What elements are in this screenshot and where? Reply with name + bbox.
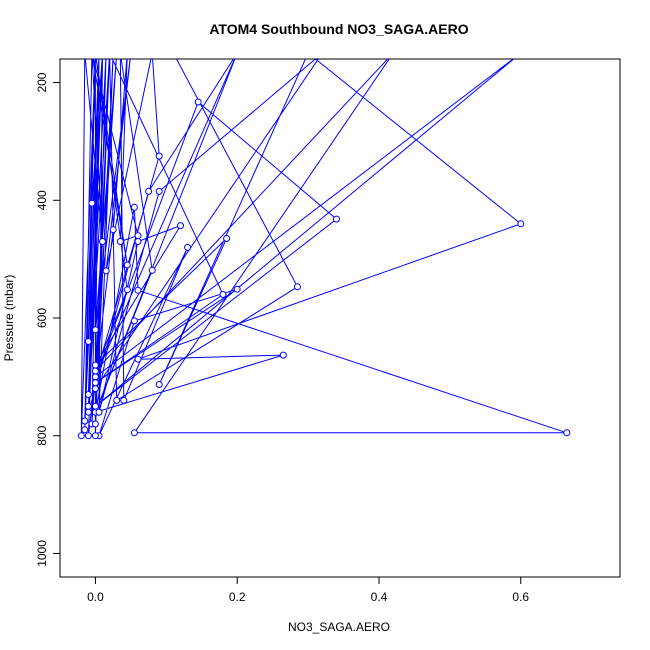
data-point: [219, 291, 227, 298]
data-point: [91, 367, 99, 375]
data-point: [100, 50, 106, 56]
data-point: [88, 199, 96, 207]
data-point: [92, 50, 98, 56]
data-point: [155, 187, 163, 195]
data-point: [84, 391, 92, 398]
data-point: [517, 220, 525, 228]
data-point: [390, 50, 396, 56]
data-point: [130, 317, 138, 325]
series-layer: [77, 50, 571, 440]
data-point: [177, 222, 184, 230]
chart-title: ATOM4 Southbound NO3_SAGA.AERO: [209, 21, 468, 37]
y-axis-label: Pressure (mbar): [2, 275, 16, 362]
data-point: [91, 385, 99, 393]
data-point: [305, 50, 311, 56]
data-point: [113, 396, 121, 404]
data-point: [294, 283, 301, 291]
y-tick-label: 200: [35, 72, 49, 92]
data-point: [117, 50, 123, 56]
data-point: [107, 50, 113, 56]
data-point: [91, 326, 99, 334]
data-point: [234, 50, 240, 56]
data-point: [89, 50, 95, 56]
data-point: [130, 203, 138, 211]
data-point: [92, 50, 98, 56]
data-point: [102, 267, 110, 275]
data-point: [96, 50, 102, 56]
data-point: [134, 238, 142, 245]
x-tick-label: 0.4: [371, 590, 388, 604]
data-point: [107, 50, 113, 56]
data-point: [84, 408, 92, 416]
data-point: [234, 50, 240, 56]
data-point: [81, 426, 89, 434]
data-point: [194, 98, 202, 106]
x-tick-label: 0.6: [512, 590, 529, 604]
data-point: [77, 432, 85, 440]
data-point: [100, 50, 106, 56]
data-point: [89, 50, 95, 56]
data-point: [91, 361, 99, 369]
data-point: [134, 355, 142, 363]
data-point: [100, 50, 106, 56]
data-point: [319, 50, 325, 56]
data-point: [563, 429, 571, 437]
data-point: [123, 286, 131, 294]
data-point: [116, 238, 124, 245]
data-point: [148, 266, 156, 274]
data-point: [145, 187, 153, 195]
data-point: [95, 408, 103, 416]
y-tick-label: 1000: [35, 540, 49, 567]
y-axis: 200 400 600 800 1000: [35, 72, 60, 567]
x-axis: 0.0 0.2 0.4 0.6: [87, 577, 529, 604]
data-point: [155, 152, 163, 160]
data-point: [170, 50, 176, 56]
data-point: [134, 286, 142, 294]
data-point: [149, 50, 155, 56]
data-point: [84, 338, 92, 345]
data-point: [91, 432, 99, 440]
data-point: [134, 232, 142, 240]
data-point: [91, 379, 99, 387]
data-point: [279, 351, 287, 359]
data-point: [130, 429, 138, 437]
data-point: [84, 402, 92, 410]
data-point: [155, 381, 163, 388]
data-point: [82, 50, 88, 56]
data-point: [96, 50, 102, 56]
data-point: [84, 432, 92, 440]
y-tick-label: 400: [35, 190, 49, 210]
x-axis-label: NO3_SAGA.AERO: [288, 620, 390, 634]
data-point: [333, 215, 340, 223]
data-point: [114, 50, 120, 56]
data-point: [91, 420, 99, 428]
series-line: [80, 59, 567, 436]
data-point: [124, 50, 130, 56]
y-tick-label: 600: [35, 308, 49, 328]
data-point: [91, 402, 99, 410]
data-point: [123, 261, 131, 269]
data-point: [81, 417, 89, 425]
x-tick-label: 0.0: [87, 590, 104, 604]
x-tick-label: 0.2: [229, 590, 246, 604]
y-tick-label: 800: [35, 425, 49, 445]
data-point: [99, 238, 106, 245]
data-point: [128, 50, 134, 56]
data-point: [100, 50, 106, 56]
data-point: [91, 373, 99, 381]
data-point: [110, 50, 116, 56]
data-point: [518, 50, 524, 56]
data-point: [92, 50, 98, 56]
data-point: [223, 235, 231, 242]
data-point: [109, 226, 117, 234]
data-point: [184, 243, 192, 251]
data-point: [103, 50, 109, 56]
data-point: [107, 50, 113, 56]
data-point: [120, 396, 128, 404]
data-point: [233, 285, 241, 293]
